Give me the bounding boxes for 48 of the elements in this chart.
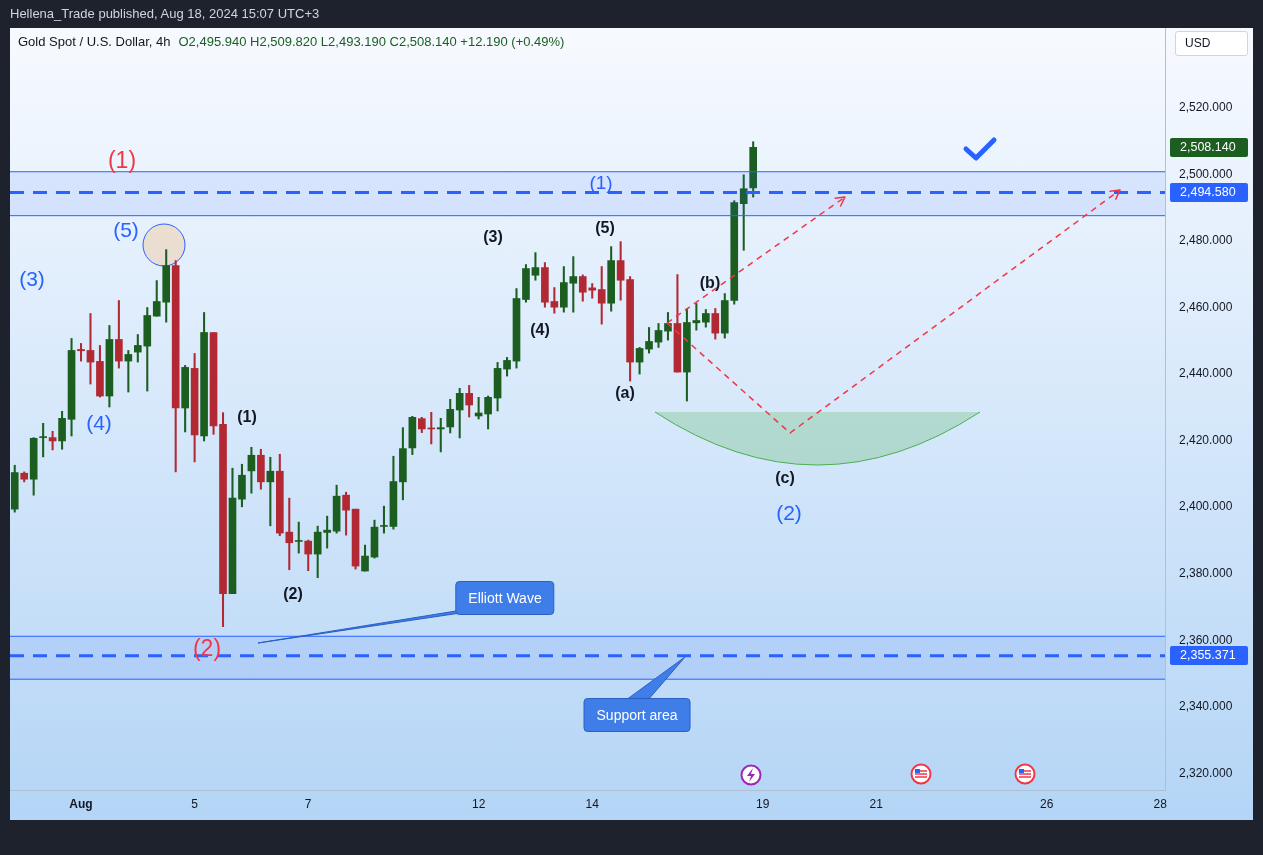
annotation: (2): [192, 634, 222, 661]
x-tick-label: 19: [755, 796, 770, 811]
x-tick-label: 7: [304, 796, 312, 811]
y-tick-label: 2,380.000: [1179, 566, 1233, 581]
annotation: (a): [615, 384, 635, 401]
annotation: (3): [483, 228, 503, 245]
annotation: (5): [595, 219, 615, 236]
annotation: Elliott Wave: [468, 590, 542, 606]
x-tick-label: 21: [869, 796, 884, 811]
x-tick-label: 5: [191, 796, 199, 811]
text: O2,495.940 H2,509.820 L2,493.190 C2,508.140 +12.190 (+0.49%): [178, 34, 565, 49]
y-tick-label: 2,480.000: [1179, 233, 1233, 248]
x-tick-label: 28: [1153, 796, 1168, 811]
label-box: USD: [1175, 31, 1248, 56]
y-axis-title: USD: [1185, 36, 1211, 50]
y-tick-label: 2,460.000: [1179, 299, 1233, 314]
annotation: (2): [283, 585, 303, 602]
annotation: (4): [530, 321, 550, 338]
annotation: (2): [776, 500, 802, 524]
callout-bubble: Support area: [583, 698, 691, 732]
annotation: (5): [113, 217, 139, 241]
annotation: (4): [86, 410, 112, 434]
ref-line-label: 2,494.580: [1170, 182, 1248, 202]
text: Gold Spot / U.S. Dollar, 4h: [18, 34, 171, 49]
annotation: (1): [107, 146, 137, 173]
y-tick-label: 2,360.000: [1179, 632, 1233, 647]
text: 2,508.140: [1170, 137, 1248, 157]
ref-line-label: 2,355.371: [1170, 646, 1248, 666]
y-tick-label: 2,400.000: [1179, 499, 1233, 514]
y-tick-label: 2,320.000: [1179, 765, 1233, 780]
x-tick-label: 26: [1039, 796, 1054, 811]
callout-bubble: Elliott Wave: [455, 581, 555, 615]
x-tick-label: Aug: [69, 796, 93, 811]
annotation: (c): [775, 469, 795, 486]
y-tick-label: 2,440.000: [1179, 366, 1233, 381]
annotation: (1): [237, 408, 257, 425]
y-tick-label: 2,500.000: [1179, 166, 1233, 181]
annotation: (b): [699, 274, 721, 291]
x-tick-label: 12: [471, 796, 486, 811]
candlestick: [436, 417, 445, 453]
annotation: (3): [19, 266, 45, 290]
candlestick: [39, 422, 47, 458]
y-tick-label: 2,340.000: [1179, 699, 1233, 714]
text: Hellena_Trade published, Aug 18, 2024 15:07 UTC+3: [10, 6, 320, 21]
annotation: Support area: [596, 707, 678, 723]
y-tick-label: 2,520.000: [1179, 100, 1233, 115]
y-tick-label: 2,420.000: [1179, 432, 1233, 447]
x-tick-label: 14: [585, 796, 600, 811]
